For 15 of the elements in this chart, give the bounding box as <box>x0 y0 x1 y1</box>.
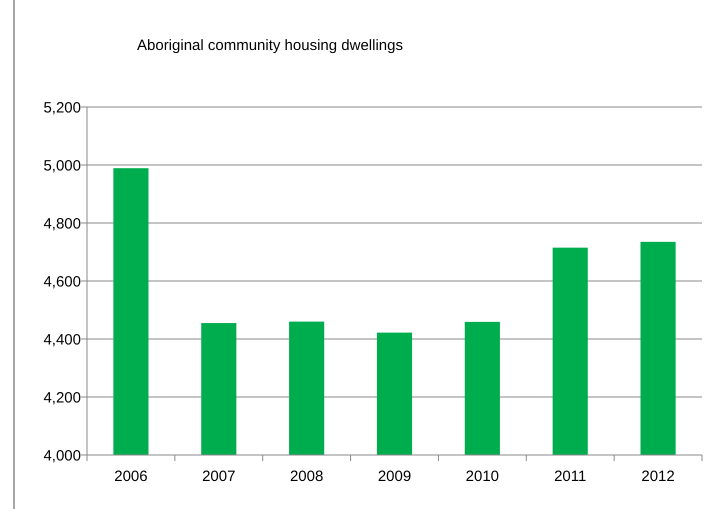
x-tick-label: 2007 <box>202 468 236 485</box>
chart-title: Aboriginal community housing dwellings <box>137 37 403 54</box>
y-tick-label: 5,000 <box>43 157 81 174</box>
x-tick-label: 2008 <box>290 468 324 485</box>
x-tick-label: 2012 <box>641 468 675 485</box>
y-tick-label: 4,000 <box>43 447 81 464</box>
y-tick-label: 4,600 <box>43 273 81 290</box>
y-tick-label: 5,200 <box>43 99 81 116</box>
x-tick-label: 2011 <box>554 468 586 485</box>
x-tick-label: 2010 <box>466 468 500 485</box>
y-tick-label: 4,800 <box>43 215 81 232</box>
x-tick-label: 2009 <box>378 468 412 485</box>
y-tick-label: 4,400 <box>43 331 81 348</box>
y-tick-label: 4,200 <box>43 389 81 406</box>
x-tick-label: 2006 <box>114 468 148 485</box>
